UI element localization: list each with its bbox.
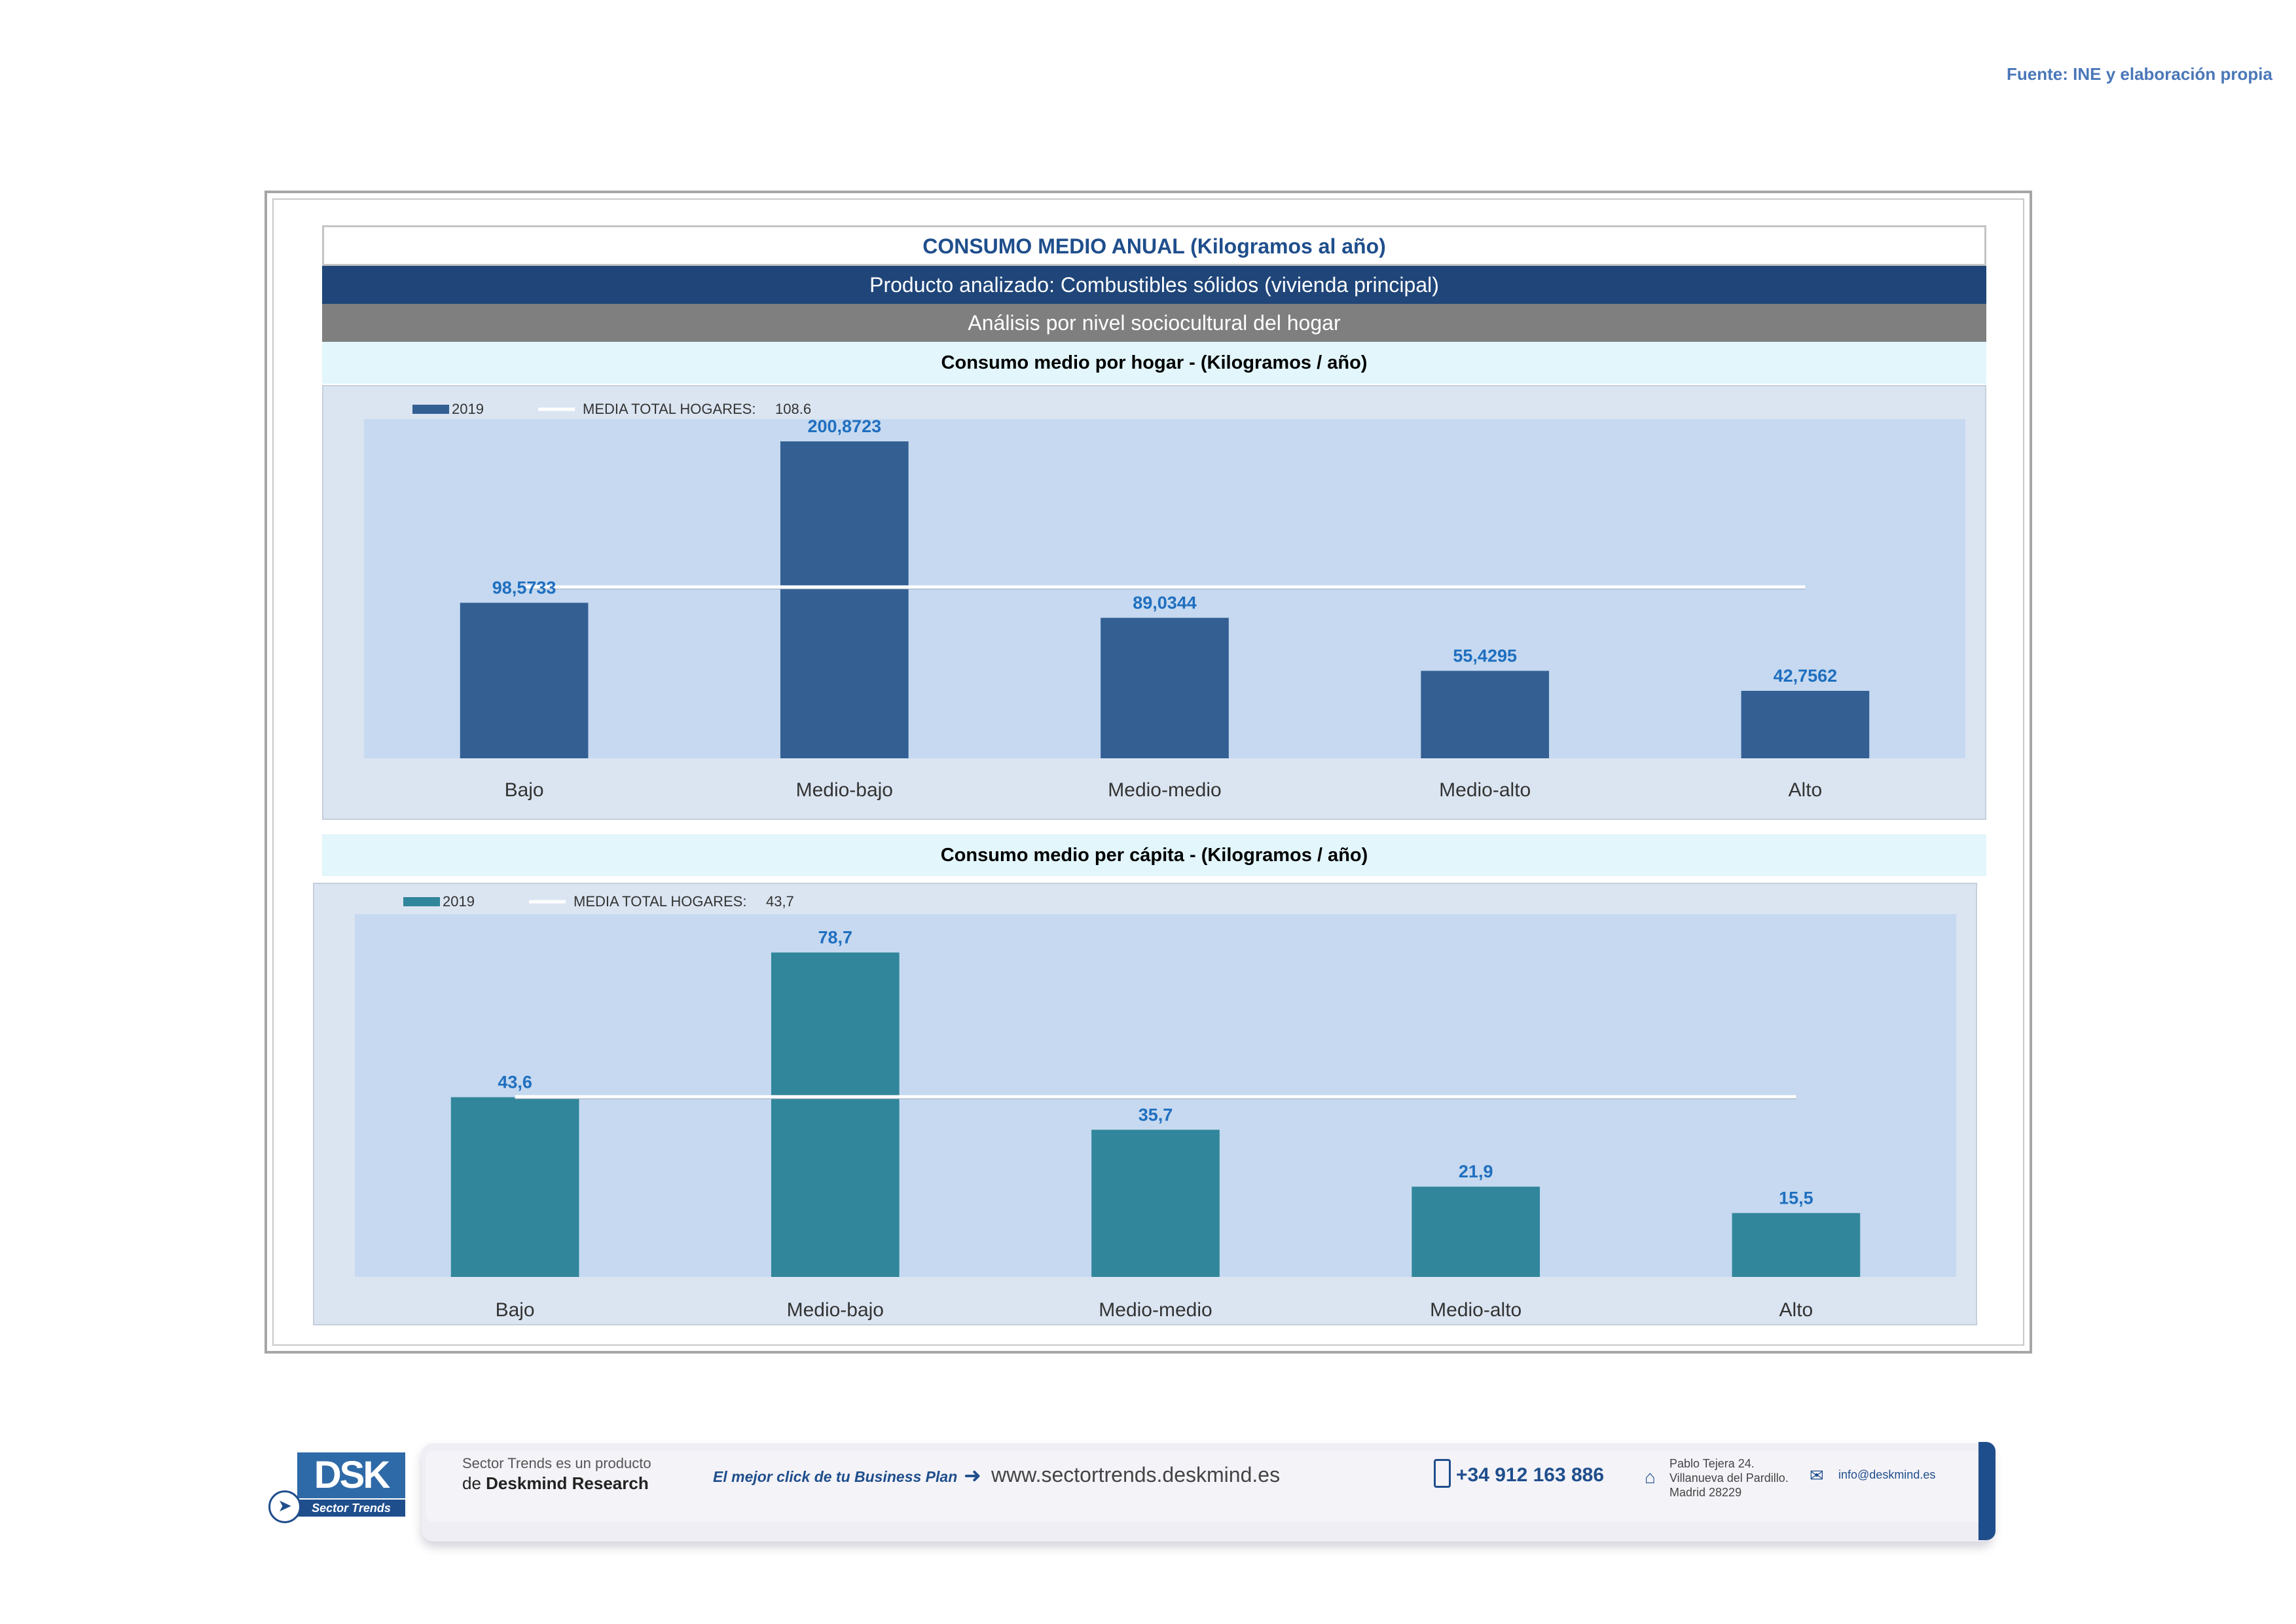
tagline: El mejor click de tu Business Plan [713,1468,958,1485]
email-link[interactable]: info@deskmind.es [1838,1468,1936,1481]
bar-bajo [450,1097,579,1277]
data-label: 200,8723 [807,416,881,436]
category-label: Medio-alto [1430,1299,1522,1321]
legend-label-2019: 2019 [452,401,484,417]
data-label: 55,4295 [1453,646,1517,665]
logo-subtitle: Sector Trends [297,1500,405,1517]
chart-2-svg: 43,6 Bajo 78,7 Medio-bajo 35,7 Medio-medio 21,… [355,893,1956,1321]
address: Pablo Tejera 24. Villanueva del Pardillo… [1669,1457,1789,1499]
legend-label-media: MEDIA TOTAL HOGARES: [574,893,746,910]
report-title: CONSUMO MEDIO ANUAL (Kilogramos al año) [322,225,1986,266]
bar-medio-bajo [771,952,900,1277]
phone-number[interactable]: +34 912 163 886 [1456,1464,1605,1486]
footer: DSK Sector Trends ➤ Sector Trends es un … [264,1434,2032,1559]
login-arrow-icon: ➜ [964,1464,981,1487]
category-label: Medio-bajo [796,779,893,801]
deskmind-logo[interactable]: DSK Sector Trends ➤ [264,1452,405,1524]
mail-icon: ✉ [1810,1466,1824,1485]
data-label: 42,7562 [1774,666,1838,686]
category-label: Medio-medio [1099,1299,1212,1321]
data-label: 21,9 [1459,1162,1493,1181]
source-note: Fuente: INE y elaboración propia [2007,64,2272,84]
category-label: Alto [1779,1299,1813,1321]
data-label: 15,5 [1779,1188,1813,1208]
phone-icon [1434,1459,1451,1488]
data-label: 43,6 [498,1073,532,1092]
logo-text: DSK [297,1452,405,1498]
legend-swatch-2019 [412,405,449,414]
home-icon: ⌂ [1645,1467,1656,1487]
bar-alto [1741,690,1870,758]
category-label: Medio-medio [1108,779,1221,801]
category-label: Bajo [496,1299,535,1321]
product-line-1: Sector Trends es un producto [462,1455,651,1471]
chart-1-svg: 98,5733 Bajo 200,8723 Medio-bajo 89,0344 Medi… [364,401,1965,801]
legend-label-2019: 2019 [443,893,475,910]
legend-swatch-2019 [403,897,440,906]
chart-1-title: Consumo medio por hogar - (Kilogramos / … [322,342,1986,384]
chart-2-panel: 43,6 Bajo 78,7 Medio-bajo 35,7 Medio-medio 21,… [313,883,1977,1325]
website-link[interactable]: www.sectortrends.deskmind.es [991,1463,1281,1486]
category-label: Medio-alto [1439,779,1531,801]
bar-medio-alto [1421,671,1550,758]
bar-medio-medio [1091,1130,1220,1277]
data-label: 78,7 [818,928,853,948]
product-banner: Producto analizado: Combustibles sólidos… [322,266,1986,304]
category-label: Medio-bajo [787,1299,884,1321]
bar-medio-medio [1101,618,1229,758]
category-label: Alto [1789,779,1823,801]
category-label: Bajo [505,779,544,801]
bar-bajo [460,602,589,758]
bar-medio-alto [1412,1187,1540,1277]
legend-value-media: 108.6 [775,401,811,417]
data-label: 89,0344 [1133,593,1197,612]
cursor-arrow-icon: ➤ [268,1490,301,1523]
legend-value-media: 43,7 [766,893,794,910]
bar-medio-bajo [780,441,909,758]
report-frame [264,191,2032,1354]
analysis-banner: Análisis por nivel sociocultural del hog… [322,304,1986,342]
bar-alto [1732,1213,1861,1277]
chart-2-title: Consumo medio per cápita - (Kilogramos /… [322,834,1986,876]
data-label: 98,5733 [492,578,556,598]
chart-1-panel: 98,5733 Bajo 200,8723 Medio-bajo 89,0344 Medi… [322,385,1986,820]
data-label: 35,7 [1139,1105,1173,1124]
legend-label-media: MEDIA TOTAL HOGARES: [583,401,756,417]
product-line-2: de Deskmind Research [462,1473,649,1493]
brand-name: Deskmind Research [486,1473,649,1493]
